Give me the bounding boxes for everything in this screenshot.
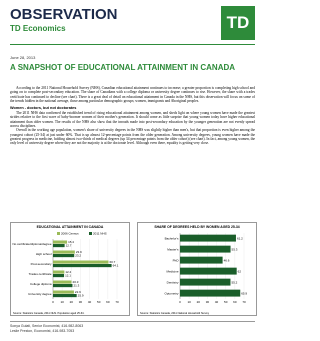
chart: 0 10 20 30 40 50 60 70 Bachelor's 61.2 Master's 55.…: [164, 233, 247, 304]
bar: [180, 245, 231, 253]
value-label: 23.9: [76, 250, 82, 254]
y-tick-label: PhD: [173, 258, 180, 262]
chart-source: Source: Statistics Canada, 2011 National…: [140, 312, 210, 315]
value-label: 46.6: [224, 258, 230, 262]
chart-source: Source: Statistics Canada, 2011 NHS. Pop…: [13, 312, 85, 315]
x-tick-label: 20: [70, 300, 74, 304]
value-label: 64.1: [113, 264, 119, 268]
value-label: 22.9: [75, 290, 81, 294]
x-tick-label: 0: [52, 300, 54, 304]
legend-swatch: [89, 232, 92, 235]
x-tick-label: 40: [215, 300, 219, 304]
value-label: 12.1: [65, 274, 71, 278]
value-label: 65.9: [241, 291, 247, 295]
rule: [10, 44, 255, 45]
bar: [53, 290, 74, 294]
bar: [53, 240, 68, 244]
x-tick-label: 50: [224, 300, 228, 304]
bar: [180, 267, 237, 275]
date: June 28, 2013: [10, 55, 36, 60]
chart-box: SHARE OF DEGREES HELD BY WOMEN AGED 25-3…: [137, 222, 257, 316]
author: Sonya Gulati, Senior Economist, 416-982-…: [10, 324, 84, 328]
y-tick-label: Post-secondary: [31, 262, 52, 266]
value-label: 62: [238, 269, 242, 273]
y-tick-label: Optometry: [164, 291, 179, 295]
paragraph: The 2011 NHS data confirmed the establis…: [10, 111, 255, 129]
y-tick-label: Bachelor's: [165, 236, 179, 240]
y-tick-label: High school: [36, 252, 52, 256]
value-label: 23.2: [75, 254, 81, 258]
bar: [53, 244, 65, 248]
y-tick-label: Dentistry: [167, 280, 179, 284]
value-label: 25.9: [78, 294, 84, 298]
legend-label: 2006 Census: [61, 231, 79, 235]
y-tick-label: University degree: [28, 292, 52, 296]
x-tick-label: 60: [106, 300, 110, 304]
x-tick-label: 50: [97, 300, 101, 304]
paragraph: According to the 2011 National Household…: [10, 86, 255, 103]
y-tick-label: Master's: [167, 247, 179, 251]
value-label: 12.4: [65, 270, 71, 274]
x-tick-label: 60: [233, 300, 237, 304]
x-tick-label: 30: [79, 300, 83, 304]
x-tick-label: 70: [115, 300, 119, 304]
bar: [53, 274, 65, 278]
x-tick-label: 30: [206, 300, 210, 304]
chart-title: EDUCATIONAL ATTAINMENT IN CANADA: [36, 225, 104, 229]
y-tick-label: No certificate/diploma/degree: [12, 242, 51, 246]
report-source: TD Economics: [10, 24, 66, 33]
bar: [180, 234, 236, 242]
value-label: 61.2: [237, 236, 243, 240]
bar: [180, 256, 223, 264]
page: OBSERVATION TD Economics TD June 28, 201…: [10, 6, 257, 333]
report-type: OBSERVATION: [10, 6, 118, 23]
bar: [53, 270, 65, 274]
authors: Sonya Gulati, Senior Economist, 416-982-…: [10, 324, 83, 333]
bar: [53, 280, 72, 284]
x-tick-label: 10: [187, 300, 191, 304]
chart-title: SHARE OF DEGREES HELD BY WOMEN AGED 25-3…: [154, 225, 240, 229]
y-tick-label: College diploma: [30, 282, 52, 286]
value-label: 60.7: [109, 260, 115, 264]
author: Leslie Preston, Economist, 416-983-7053: [10, 328, 75, 333]
bar: [180, 278, 231, 286]
y-tick-label: Medicine: [166, 269, 178, 273]
chart: 0 10 20 30 40 50 60 70 No certificate/diploma/de…: [12, 231, 119, 304]
paragraph: Overall in the working age population, w…: [10, 128, 255, 146]
value-label: 21.3: [73, 284, 79, 288]
x-tick-label: 0: [179, 300, 181, 304]
y-tick-label: Trades certificate: [29, 272, 52, 276]
value-label: 12.7: [66, 244, 72, 248]
bar: [53, 294, 77, 298]
body: According to the 2011 National Household…: [10, 86, 255, 146]
bar: [53, 250, 75, 254]
x-tick-label: 10: [60, 300, 64, 304]
section-heading: Women - doctors, but not doctorates: [10, 106, 77, 111]
value-label: 15.4: [68, 240, 74, 244]
headline: A SNAPSHOT OF EDUCATIONAL ATTAINMENT IN …: [10, 63, 236, 72]
bar: [53, 264, 112, 268]
rule: [10, 321, 255, 322]
value-label: 20.3: [73, 280, 79, 284]
x-tick-label: 20: [197, 300, 201, 304]
bar: [53, 260, 109, 264]
bar: [53, 254, 75, 258]
legend-label: 2011 NHS: [93, 231, 107, 235]
value-label: 55.3: [232, 247, 238, 251]
chart-box: EDUCATIONAL ATTAINMENT IN CANADA 0 10 20 30…: [10, 222, 130, 316]
logo: TD: [221, 6, 255, 40]
x-tick-label: 70: [242, 300, 246, 304]
value-label: 55.2: [231, 280, 237, 284]
bar: [180, 289, 241, 297]
legend-swatch: [57, 232, 60, 235]
x-tick-label: 40: [88, 300, 92, 304]
bar: [53, 284, 73, 288]
